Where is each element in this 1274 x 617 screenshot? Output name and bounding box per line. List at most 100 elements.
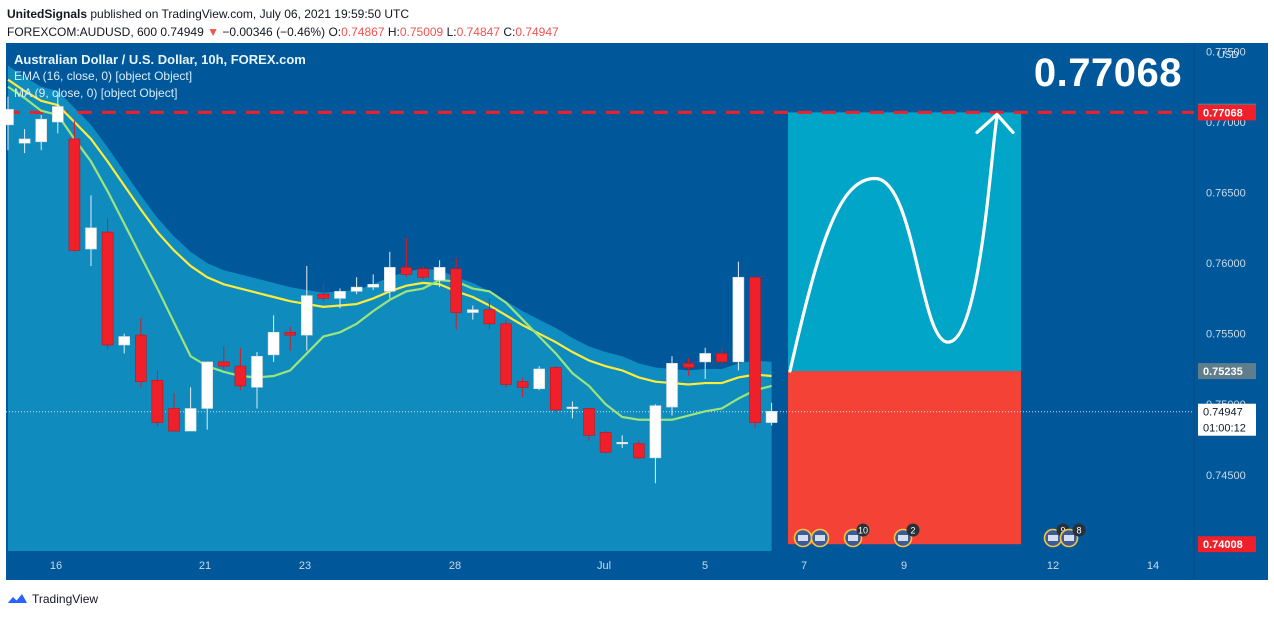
- price-axis-tag-label: 0.74008: [1203, 539, 1243, 551]
- candle[interactable]: [566, 406, 579, 409]
- candle[interactable]: [184, 408, 197, 432]
- candle[interactable]: [599, 432, 612, 453]
- candle[interactable]: [218, 361, 230, 367]
- price-axis-tag[interactable]: [1198, 363, 1256, 380]
- x-tick-label: 23: [299, 560, 311, 572]
- close-value: 0.74947: [515, 25, 559, 39]
- candle[interactable]: [666, 363, 678, 408]
- candle[interactable]: [118, 336, 130, 346]
- high-value: 0.75009: [399, 25, 444, 39]
- candle[interactable]: [68, 138, 81, 251]
- x-tick-label: 5: [702, 560, 708, 572]
- target-price-annotation: 0.77068: [1033, 51, 1182, 95]
- candle[interactable]: [234, 365, 247, 387]
- price-axis-tag[interactable]: [1198, 403, 1256, 436]
- candle[interactable]: [616, 442, 629, 445]
- x-tick-label: 21: [199, 560, 211, 572]
- indicator-band-edge: [8, 65, 772, 385]
- candle[interactable]: [35, 118, 48, 143]
- candle[interactable]: [649, 405, 662, 459]
- candle[interactable]: [18, 138, 31, 144]
- tradingview-logo-icon[interactable]: [6, 592, 28, 606]
- candle[interactable]: [549, 367, 562, 411]
- candle[interactable]: [715, 353, 728, 363]
- price-axis-background[interactable]: [1194, 43, 1268, 551]
- x-tick-label: Jul: [597, 560, 611, 572]
- x-tick-label: 12: [1047, 560, 1059, 572]
- candle[interactable]: [417, 268, 429, 278]
- candle[interactable]: [151, 379, 164, 423]
- price-axis-tag-label: 0.75235: [1203, 366, 1243, 378]
- x-tick-label: 7: [801, 560, 807, 572]
- candle[interactable]: [765, 410, 778, 423]
- countdown-label: 01:00:12: [1203, 423, 1246, 435]
- last-price: 0.74949: [160, 25, 204, 39]
- candle[interactable]: [699, 353, 712, 363]
- candle[interactable]: [168, 408, 180, 432]
- currency-label[interactable]: USD: [1217, 50, 1239, 61]
- high-label: H:: [387, 25, 400, 39]
- y-tick-label: 0.77000: [1206, 117, 1246, 129]
- candle[interactable]: [85, 227, 97, 250]
- candle[interactable]: [466, 309, 479, 313]
- open-label: O:: [328, 25, 342, 39]
- candle[interactable]: [334, 291, 346, 299]
- candle[interactable]: [433, 267, 446, 281]
- candle[interactable]: [383, 267, 396, 292]
- event-count-label: 8: [1076, 526, 1081, 536]
- flag-stripes-icon: [848, 535, 858, 541]
- candle[interactable]: [201, 361, 213, 409]
- candle[interactable]: [251, 355, 263, 388]
- candle[interactable]: [483, 309, 496, 325]
- tradingview-brand[interactable]: TradingView: [32, 592, 99, 606]
- time-axis-background[interactable]: [6, 551, 1268, 580]
- ohlc-line: FOREXCOM:AUDUSD, 600 0.74949 ▼ −0.00346 …: [7, 23, 559, 41]
- candle[interactable]: [450, 268, 463, 313]
- event-count-label: 9: [1060, 526, 1065, 536]
- candle[interactable]: [583, 408, 595, 436]
- candle[interactable]: [300, 295, 313, 336]
- price-chart[interactable]: 0.775000.770000.765000.760000.755000.750…: [6, 43, 1268, 580]
- candle[interactable]: [284, 331, 297, 336]
- close-label: C:: [503, 25, 516, 39]
- legend-title[interactable]: Australian Dollar / U.S. Dollar, 10h, FO…: [14, 52, 306, 67]
- candle[interactable]: [367, 284, 380, 288]
- publish-info: published on TradingView.com, July 06, 2…: [87, 7, 409, 21]
- low-value: 0.74847: [456, 25, 500, 39]
- ma-line[interactable]: [7, 85, 772, 421]
- candle[interactable]: [400, 267, 413, 275]
- open-value: 0.74867: [341, 25, 385, 39]
- event-count-label: 10: [858, 526, 868, 536]
- candle[interactable]: [516, 381, 529, 388]
- candle[interactable]: [267, 331, 280, 356]
- publisher-name[interactable]: UnitedSignals: [7, 7, 88, 21]
- x-tick-label: 9: [901, 560, 907, 572]
- candle[interactable]: [101, 231, 114, 346]
- legend-ma[interactable]: MA (9, close, 0) [object Object]: [14, 86, 178, 100]
- legend-ema[interactable]: EMA (16, close, 0) [object Object]: [14, 69, 193, 83]
- event-count-label: 2: [910, 526, 915, 536]
- y-tick-label: 0.76500: [1206, 188, 1246, 200]
- candle[interactable]: [350, 286, 363, 292]
- candle[interactable]: [682, 363, 695, 368]
- candle[interactable]: [51, 106, 64, 123]
- price-axis-tag[interactable]: [1198, 104, 1256, 121]
- candle[interactable]: [6, 109, 14, 126]
- candle[interactable]: [749, 276, 761, 423]
- x-tick-label: 16: [50, 560, 62, 572]
- event-count-badge: [906, 523, 920, 537]
- forecast-wave-path[interactable]: [788, 114, 999, 373]
- stop-loss-zone[interactable]: [788, 371, 1021, 545]
- x-tick-label: 14: [1147, 560, 1159, 572]
- candle[interactable]: [732, 276, 745, 363]
- candle[interactable]: [533, 368, 546, 390]
- candle[interactable]: [317, 293, 330, 299]
- chart-header: UnitedSignals published on TradingView.c…: [7, 5, 559, 41]
- chart-frame[interactable]: 0.775000.770000.765000.760000.755000.750…: [6, 43, 1268, 580]
- low-label: L:: [446, 25, 457, 39]
- price-axis-tag[interactable]: [1198, 536, 1256, 553]
- candle[interactable]: [632, 443, 645, 459]
- candle[interactable]: [135, 334, 147, 382]
- price-change: −0.00346 (−0.46%): [222, 25, 326, 39]
- candle[interactable]: [500, 323, 512, 385]
